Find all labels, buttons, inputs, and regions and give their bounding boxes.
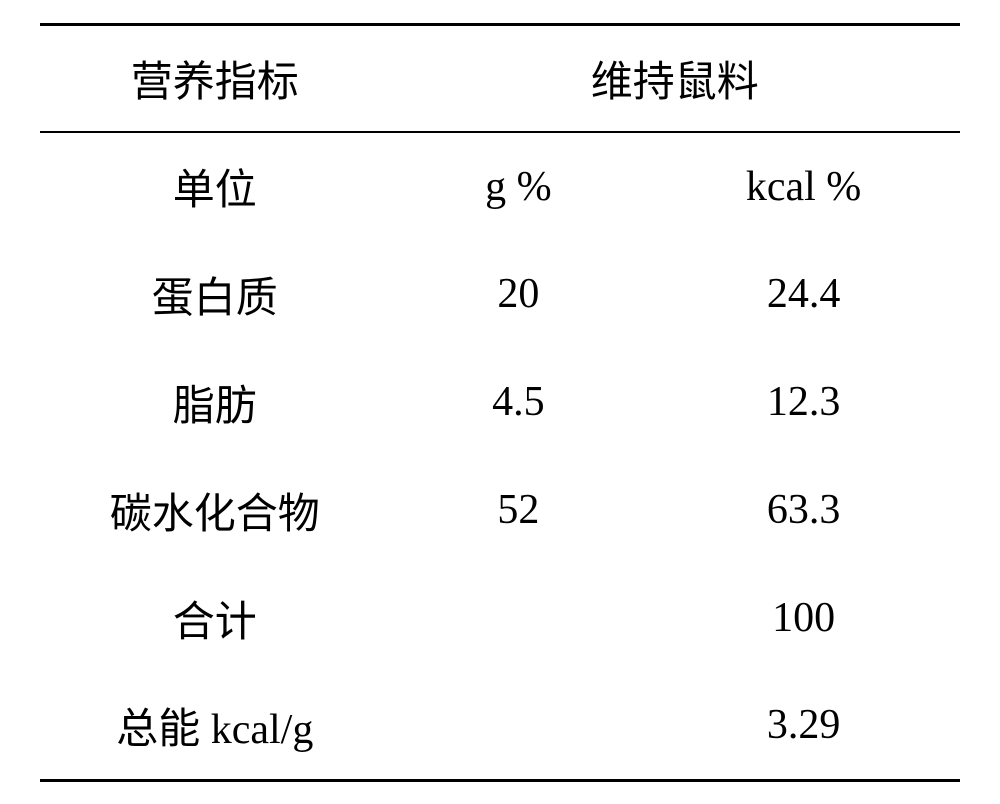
header-feed: 维持鼠料 bbox=[390, 24, 960, 132]
row-g: 4.5 bbox=[390, 348, 648, 456]
table-row: 蛋白质 20 24.4 bbox=[40, 240, 960, 348]
table-row: 合计 100 bbox=[40, 564, 960, 672]
header-indicator: 营养指标 bbox=[40, 24, 390, 132]
table-row: 脂肪 4.5 12.3 bbox=[40, 348, 960, 456]
nutrition-table: 营养指标 维持鼠料 单位 g % kcal % 蛋白质 20 24.4 脂肪 4… bbox=[40, 23, 960, 782]
table-row: 碳水化合物 52 63.3 bbox=[40, 456, 960, 564]
row-g: 52 bbox=[390, 456, 648, 564]
unit-row: 单位 g % kcal % bbox=[40, 132, 960, 240]
row-label: 合计 bbox=[40, 564, 390, 672]
row-label: 碳水化合物 bbox=[40, 456, 390, 564]
row-g bbox=[390, 672, 648, 780]
row-g: 20 bbox=[390, 240, 648, 348]
row-kcal: 3.29 bbox=[647, 672, 960, 780]
table-header-row: 营养指标 维持鼠料 bbox=[40, 24, 960, 132]
row-label: 蛋白质 bbox=[40, 240, 390, 348]
row-label: 总能 kcal/g bbox=[40, 672, 390, 780]
table-row: 总能 kcal/g 3.29 bbox=[40, 672, 960, 780]
unit-g: g % bbox=[390, 132, 648, 240]
nutrition-table-container: 营养指标 维持鼠料 单位 g % kcal % 蛋白质 20 24.4 脂肪 4… bbox=[40, 23, 960, 782]
row-kcal: 12.3 bbox=[647, 348, 960, 456]
row-kcal: 63.3 bbox=[647, 456, 960, 564]
row-label: 脂肪 bbox=[40, 348, 390, 456]
row-kcal: 24.4 bbox=[647, 240, 960, 348]
row-kcal: 100 bbox=[647, 564, 960, 672]
unit-kcal: kcal % bbox=[647, 132, 960, 240]
row-g bbox=[390, 564, 648, 672]
unit-label: 单位 bbox=[40, 132, 390, 240]
